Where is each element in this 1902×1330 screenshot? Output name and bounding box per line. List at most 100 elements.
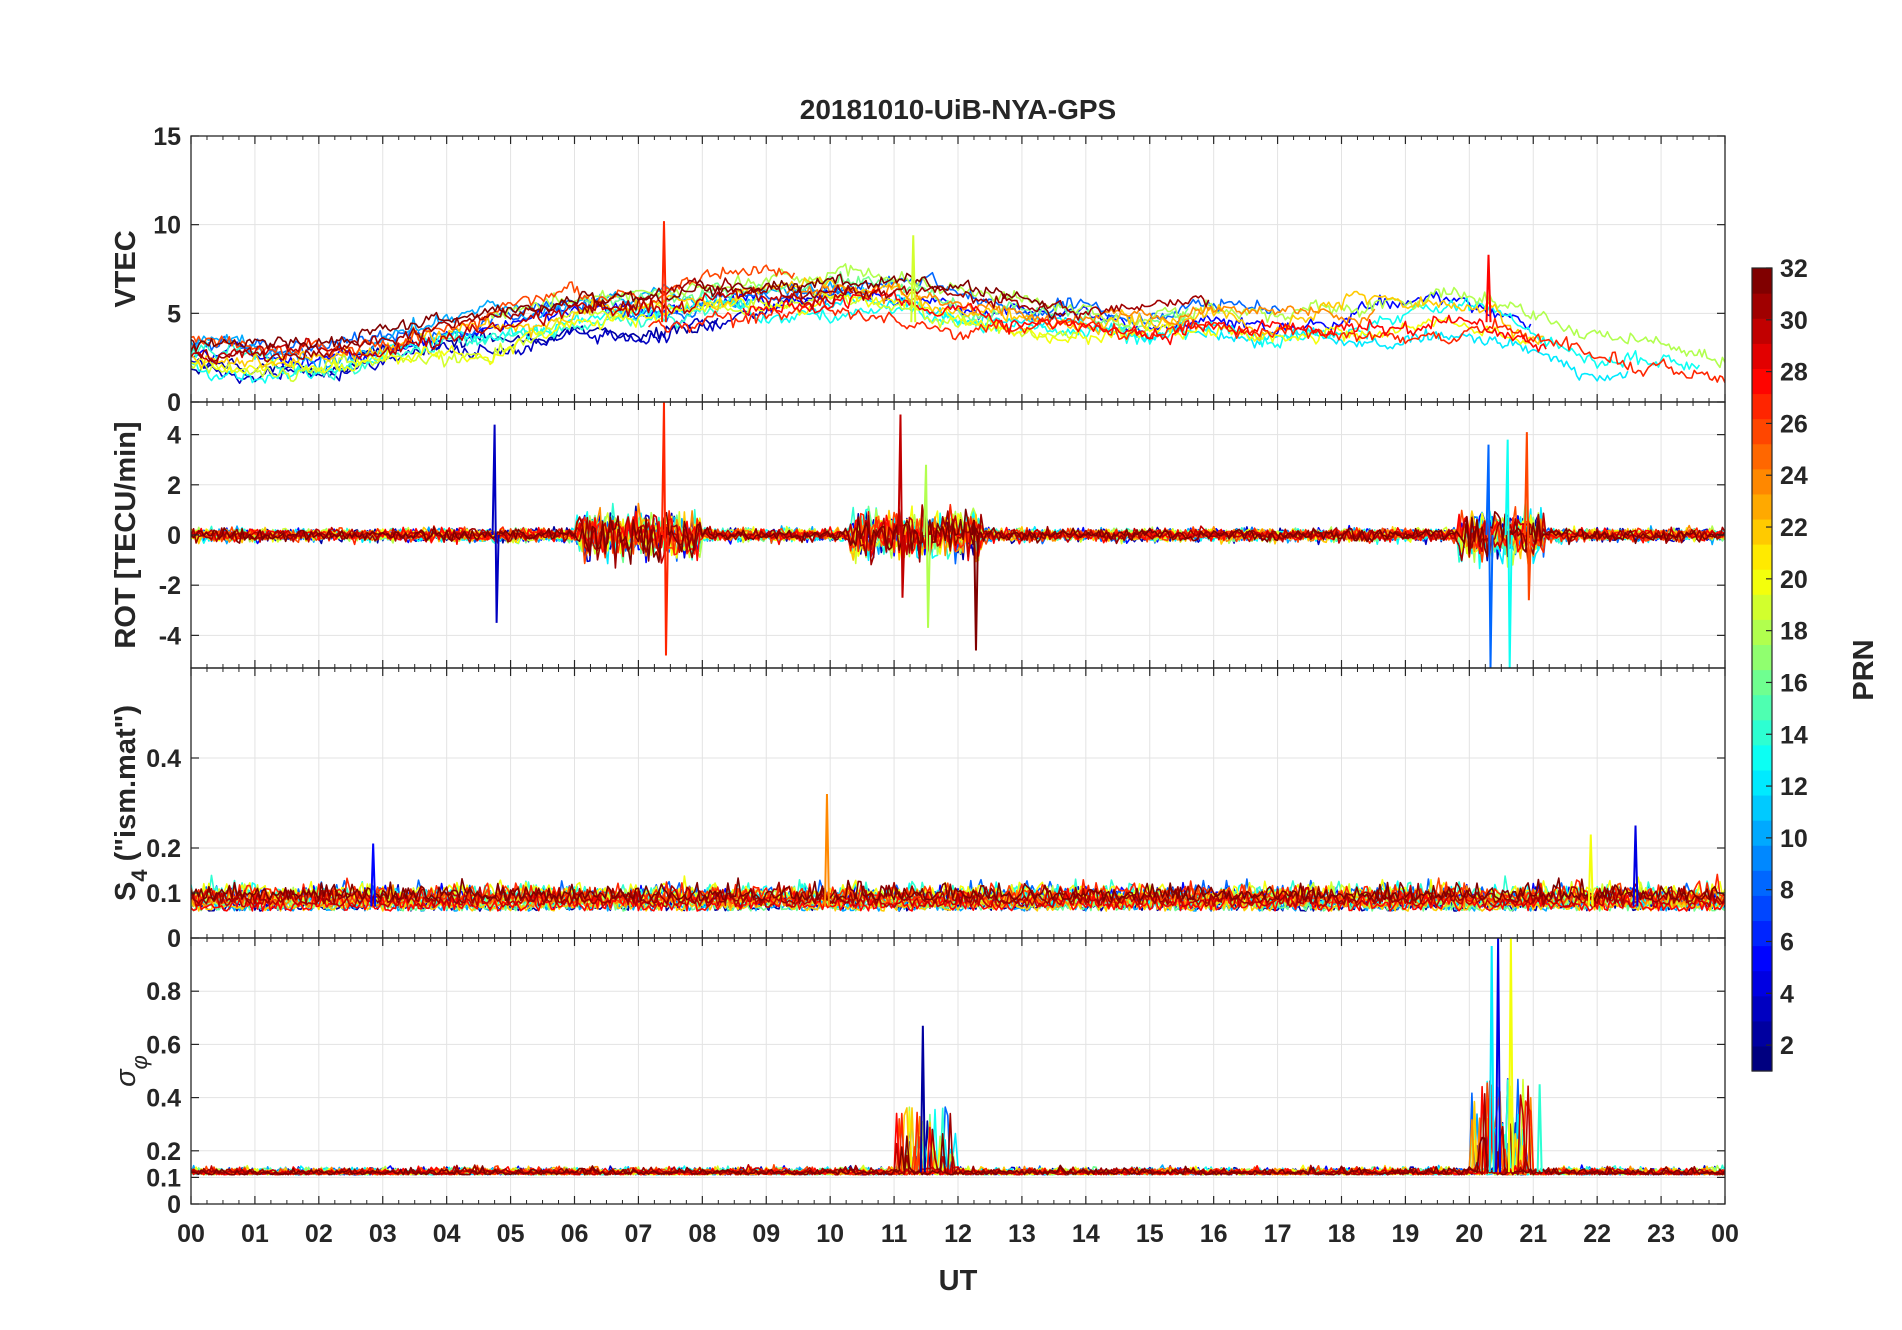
y-tick-label: 0.2 <box>146 835 181 863</box>
y-tick-label: 0 <box>167 522 181 550</box>
y-axis-label-suffix: ("ism.mat") <box>110 705 142 869</box>
burst-prn-30 <box>897 414 906 598</box>
y-tick-label: 4 <box>167 422 181 450</box>
peak-prn-5 <box>370 843 377 907</box>
colorbar-segment <box>1752 744 1772 771</box>
colorbar-segment <box>1752 293 1772 319</box>
x-tick-label: 07 <box>625 1220 653 1248</box>
colorbar-segment <box>1752 443 1772 470</box>
x-tick-label: 14 <box>1072 1220 1100 1248</box>
peak-prn-12 <box>1488 945 1495 1173</box>
colorbar-tick-label: 32 <box>1780 255 1808 283</box>
ticks-sigphi: 00.10.2 0.4 0.6 0.8 <box>146 938 1726 1219</box>
x-tick-label: 12 <box>944 1220 972 1248</box>
series-prn-32 <box>191 272 1066 352</box>
colorbar-segment <box>1752 1045 1772 1072</box>
colorbar-segment <box>1752 669 1772 696</box>
ticks-vtec: 0 5 10 15 <box>153 123 1726 417</box>
colorbar-segment <box>1752 794 1772 821</box>
colorbar-tick-label: 10 <box>1780 825 1808 853</box>
ticks-s4: 0 0.1 0.2 0.4 <box>146 668 1726 953</box>
colorbar-tick-label: 14 <box>1780 721 1808 749</box>
colorbar-segment <box>1752 644 1772 671</box>
series-group-vtec <box>191 221 1725 385</box>
colorbar-tick-label: 8 <box>1780 877 1794 905</box>
colorbar-tick-label: 18 <box>1780 618 1808 646</box>
burst-prn-32 <box>970 519 979 651</box>
x-tick-label: 18 <box>1328 1220 1356 1248</box>
colorbar-segment <box>1752 945 1772 972</box>
colorbar-segment <box>1752 719 1772 746</box>
panel-s4: 00.10.20.4S4 ("ism.mat") <box>110 667 1726 953</box>
colorbar-frame <box>1751 267 1773 1072</box>
peak-prn-27 <box>660 221 667 323</box>
panel-sigphi: 00.10.2 0.4 0.6 0.8 σφ <box>110 937 1726 1219</box>
series-prn-31 <box>191 881 1725 905</box>
series-prn-30 <box>191 883 1725 909</box>
x-tick-label: 10 <box>816 1220 844 1248</box>
peak-prn-14 <box>1536 1084 1543 1173</box>
panel-vtec: 0 5 10 15 VTEC <box>110 123 1726 417</box>
x-tick-label: 13 <box>1008 1220 1036 1248</box>
x-tick-labels: 00 01 02 03 04 05 06 07 08 09 10 11 12 13 14 15 16 17 18 19… <box>177 1220 1739 1248</box>
series-prn-31 <box>191 277 1210 363</box>
colorbar-segment <box>1752 970 1772 997</box>
y-tick-label: 5 <box>167 300 181 328</box>
x-tick-label: 22 <box>1583 1220 1611 1248</box>
x-tick-label: 09 <box>752 1220 780 1248</box>
colorbar-tick-label: 12 <box>1780 773 1808 801</box>
x-tick-label: 05 <box>497 1220 525 1248</box>
burst-prn-27 <box>660 402 669 656</box>
colorbar-segment <box>1752 769 1772 796</box>
colorbar-label: PRN <box>1848 639 1880 700</box>
x-tick-label: 06 <box>561 1220 589 1248</box>
colorbar-segment <box>1752 1020 1772 1047</box>
series-prn-16 <box>584 271 1189 334</box>
y-axis-label-sub: φ <box>127 1055 152 1069</box>
series-prn-24 <box>786 280 1376 329</box>
y-axis-label-vtec: VTEC <box>110 230 142 307</box>
y-tick-label: 0.4 <box>146 1085 181 1113</box>
colorbar-tick-label: 2 <box>1780 1032 1794 1060</box>
colorbar-segment <box>1752 418 1772 445</box>
peak-prn-24 <box>823 793 830 907</box>
peak-prn-4 <box>1495 938 1502 1173</box>
x-tick-label: 02 <box>305 1220 333 1248</box>
series-prn-30 <box>191 1085 1725 1176</box>
y-tick-label: 0.1 <box>146 1164 181 1192</box>
grid-rot <box>191 402 1725 668</box>
x-tick-label: 23 <box>1647 1220 1675 1248</box>
y-tick-label: 0.2 <box>146 1138 181 1166</box>
colorbar-tick-label: 6 <box>1780 928 1794 956</box>
chart-title: 20181010-UiB-NYA-GPS <box>800 94 1116 125</box>
series-prn-28 <box>742 286 1547 353</box>
y-tick-label: -2 <box>159 572 181 600</box>
y-tick-label: 15 <box>153 123 181 151</box>
series-prn-27 <box>648 297 1725 384</box>
y-axis-label-main: S <box>110 882 142 901</box>
peak-prn-4 <box>1632 825 1639 907</box>
y-axis-label-sub: 4 <box>127 869 152 882</box>
colorbar-segment <box>1752 870 1772 896</box>
peak-prn-19 <box>910 235 917 323</box>
colorbar-tick-label: 26 <box>1780 410 1808 438</box>
colorbar-segment <box>1752 845 1772 871</box>
y-axis-label-s4: S4 ("ism.mat") <box>110 705 152 901</box>
y-tick-label: 0.8 <box>146 978 181 1006</box>
x-tick-label: 11 <box>881 1220 908 1248</box>
colorbar-segment <box>1752 318 1772 344</box>
colorbar-segment <box>1752 393 1772 420</box>
colorbar-segment <box>1752 820 1772 846</box>
x-tick-label: 15 <box>1136 1220 1164 1248</box>
x-tick-label: 17 <box>1264 1220 1292 1248</box>
colorbar-tick-label: 30 <box>1780 307 1808 335</box>
colorbar-tick-label: 4 <box>1780 980 1794 1008</box>
colorbar-segment <box>1752 368 1772 395</box>
x-tick-label: 16 <box>1200 1220 1228 1248</box>
colorbar-segment <box>1752 920 1772 947</box>
burst-prn-13 <box>1504 439 1513 668</box>
x-tick-label: 03 <box>369 1220 397 1248</box>
